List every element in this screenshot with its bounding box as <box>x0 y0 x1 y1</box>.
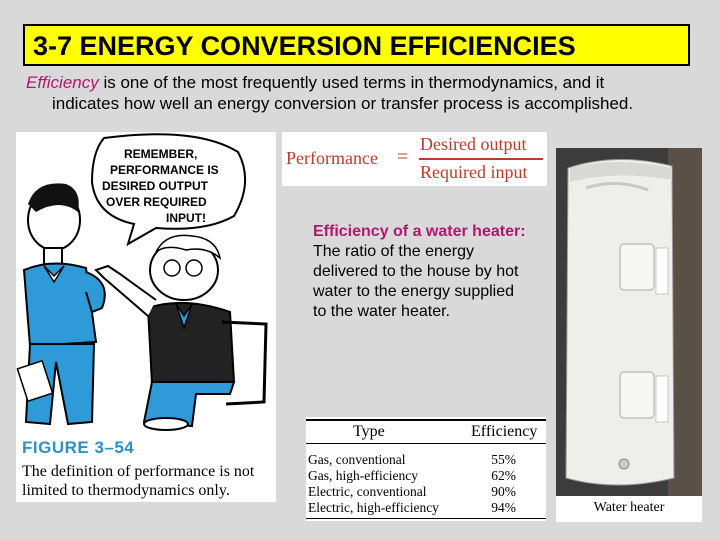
cartoon-illustration: REMEMBER, PERFORMANCE IS DESIRED OUTPUT … <box>16 133 268 431</box>
formula-fraction-bar <box>419 158 543 160</box>
speech-line-2: PERFORMANCE IS <box>110 163 219 177</box>
table-row: Electric, high-efficiency 94% <box>308 500 544 516</box>
speech-line-5: INPUT! <box>166 211 206 225</box>
table-cell-type: Gas, high-efficiency <box>308 468 418 483</box>
intro-paragraph: Efficiency is one of the most frequently… <box>26 72 706 114</box>
efficiency-table: Type Efficiency Gas, conventional 55% Ga… <box>306 417 546 521</box>
heater-term: Efficiency of a water heater: <box>313 223 526 240</box>
table-cell-efficiency: 55% <box>491 452 516 467</box>
table-header-type: Type <box>353 423 385 440</box>
table-row: Electric, conventional 90% <box>308 484 544 500</box>
formula-numerator: Desired output <box>420 134 527 154</box>
speech-line-4: OVER REQUIRED <box>106 195 207 209</box>
table-rule-mid <box>306 443 546 444</box>
figure-caption: The definition of performance is not lim… <box>22 463 255 499</box>
heater-text: The ratio of the energy delivered to the… <box>313 243 519 320</box>
intro-term: Efficiency <box>26 73 99 92</box>
table-cell-type: Electric, high-efficiency <box>308 500 439 515</box>
table-row: Gas, conventional 55% <box>308 452 544 468</box>
table-cell-efficiency: 62% <box>491 468 516 483</box>
table-cell-type: Gas, conventional <box>308 452 406 467</box>
performance-formula: Performance = Desired output Required in… <box>282 132 547 186</box>
heater-efficiency-description: Efficiency of a water heater: The ratio … <box>313 222 528 322</box>
water-heater-illustration <box>556 148 702 496</box>
formula-lhs: Performance <box>286 148 378 168</box>
intro-line1: is one of the most frequently used terms… <box>98 73 605 92</box>
table-rule-bottom <box>306 518 546 519</box>
speech-line-3: DESIRED OUTPUT <box>102 179 209 193</box>
formula-equals: = <box>397 146 409 168</box>
heater-caption: Water heater <box>593 500 665 515</box>
cartoon-figure: REMEMBER, PERFORMANCE IS DESIRED OUTPUT … <box>16 132 276 502</box>
slide-title: 3-7 ENERGY CONVERSION EFFICIENCIES <box>23 24 690 66</box>
speech-line-1: REMEMBER, <box>124 147 197 161</box>
heater-caption-background <box>556 496 702 522</box>
table-cell-efficiency: 94% <box>491 500 516 515</box>
table-cell-efficiency: 90% <box>491 484 516 499</box>
table-cell-type: Electric, conventional <box>308 484 427 499</box>
formula-denominator: Required input <box>420 162 528 182</box>
table-header-efficiency: Efficiency <box>471 423 538 440</box>
intro-line2: indicates how well an energy conversion … <box>52 94 634 113</box>
table-row: Gas, high-efficiency 62% <box>308 468 544 484</box>
table-rule-top <box>306 419 546 421</box>
figure-label: FIGURE 3–54 <box>22 438 135 457</box>
water-heater-photo: Water heater <box>556 148 702 522</box>
